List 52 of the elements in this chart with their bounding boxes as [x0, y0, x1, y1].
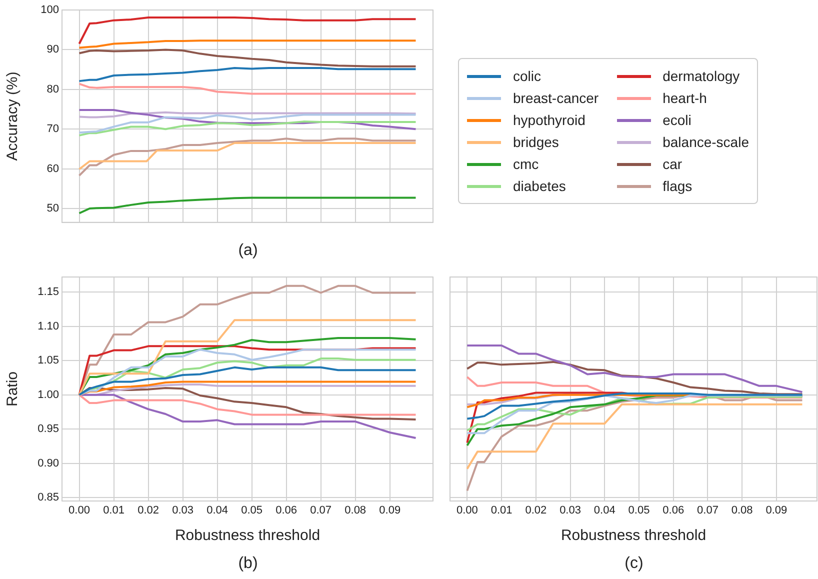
legend-label: heart-h [662, 90, 707, 106]
y-tick-label: 1.10 [38, 320, 59, 332]
legend-label: flags [662, 178, 692, 194]
x-tick-label: 0.06 [662, 504, 684, 517]
x-tick-label: 0.09 [766, 504, 788, 517]
x-tick-label: 0.01 [490, 504, 512, 517]
x-tick-label: 0.09 [379, 504, 401, 517]
x-tick-label: 0.05 [241, 504, 263, 517]
y-tick-label: 80 [46, 83, 59, 96]
text: (b) [237, 555, 259, 573]
legend-label: ecoli [662, 112, 692, 128]
legend-label: diabetes [513, 178, 566, 194]
x-tick-label: 0.07 [697, 504, 718, 517]
x-tick-label: 0.00 [456, 504, 478, 517]
y-tick-label: 1.05 [38, 354, 59, 367]
x-tick-label: 0.01 [103, 504, 124, 517]
y-tick-label: 1.00 [38, 388, 59, 401]
x-axis-title: Robustness threshold [174, 527, 320, 544]
legend-label: car [662, 156, 682, 172]
text: (c) [624, 555, 644, 573]
y-tick-label: 60 [46, 162, 59, 175]
x-tick-label: 0.00 [68, 504, 90, 517]
legend-label: breast-cancer [513, 90, 599, 106]
x-tick-label: 0.05 [628, 504, 650, 517]
legend-label: hypothyroid [513, 112, 586, 128]
x-tick-label: 0.04 [594, 504, 616, 517]
y-tick-label: 100 [40, 4, 59, 16]
y-axis-title: Accuracy (%) [4, 72, 22, 161]
y-tick-label: 0.90 [38, 457, 59, 470]
y-tick-label: 0.95 [38, 423, 59, 436]
y-tick-label: 0.85 [38, 492, 59, 504]
x-tick-label: 0.02 [138, 504, 159, 517]
y-tick-label: 70 [46, 123, 59, 136]
y-tick-label: 1.15 [38, 286, 59, 298]
x-axis-title: Robustness threshold [560, 527, 706, 544]
legend-label: dermatology [662, 68, 740, 84]
x-tick-label: 0.08 [344, 504, 366, 517]
x-tick-label: 0.03 [172, 504, 194, 517]
legend-label: cmc [513, 156, 539, 172]
y-tick-label: 90 [46, 44, 59, 56]
x-tick-label: 0.02 [525, 504, 547, 517]
x-tick-label: 0.08 [731, 504, 753, 517]
legend-label: colic [513, 68, 542, 84]
legend-label: balance-scale [662, 134, 749, 150]
text: (a) [237, 242, 259, 260]
legend-label: bridges [513, 134, 559, 150]
x-tick-label: 0.06 [276, 504, 298, 517]
y-tick-label: 50 [46, 202, 59, 215]
y-axis-title: Ratio [4, 371, 22, 407]
x-tick-label: 0.03 [560, 504, 581, 517]
x-tick-label: 0.07 [310, 504, 332, 517]
x-tick-label: 0.04 [206, 504, 228, 517]
